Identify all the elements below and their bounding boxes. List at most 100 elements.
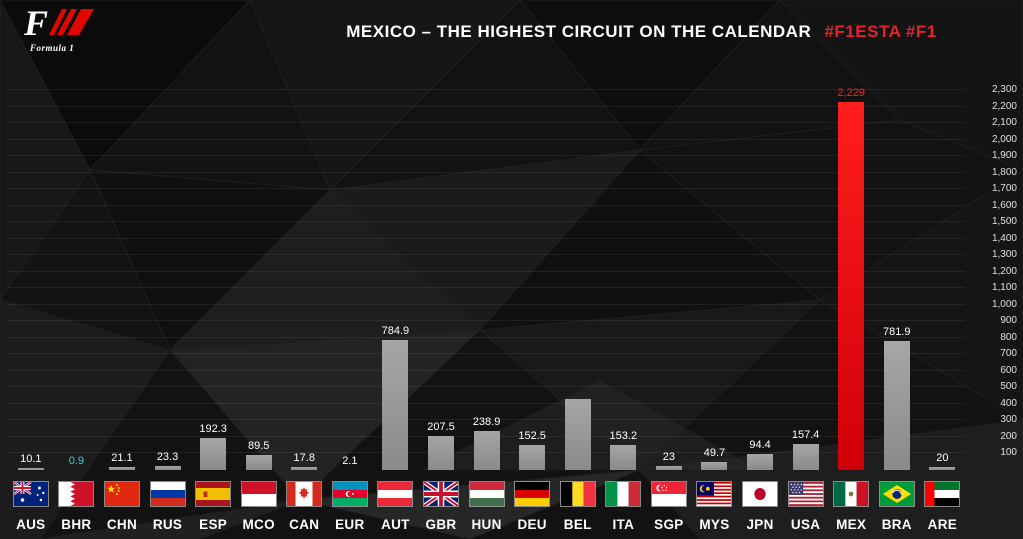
value-label-deu: 152.5 [518,429,546,442]
gridline [8,89,965,90]
country-code-deu: DEU [517,517,547,532]
can-flag-icon [286,481,323,507]
chn-flag-icon [103,481,140,507]
bar-bel [564,398,591,470]
country-code-rus: RUS [152,517,183,532]
codes-row: AUS BHR CHN RUS ESP MCO CAN EUR AUT GBR HUN DEU BEL I… [8,517,965,532]
bar-gbr [427,435,454,470]
country-code-ita: ITA [612,517,635,532]
chart-plot-area: 10.1 0.9 21.1 23.3 192.3 89.5 17.8 2.1 784.9 207.… [8,86,966,470]
gridline [8,171,965,173]
value-label-usa: 157.4 [791,429,820,441]
f1-logo-icon: F [23,3,94,43]
bar-column-gbr: 207.5 [418,90,464,470]
bar-column-chn: 21.1 [99,90,145,470]
jpn-flag-icon [742,481,779,507]
page-title: MEXICO – THE HIGHEST CIRCUIT ON THE CALE… [260,22,1023,42]
y-axis-tick: 1,800 [991,166,1017,178]
flag-jpn [737,481,783,507]
bar-column-sgp: 23 [646,90,692,470]
bar-deu [519,444,546,470]
gridline [8,369,965,371]
flag-deu [509,481,555,507]
bar-hun [473,430,500,470]
bar-are [929,466,956,470]
bar-usa [792,444,819,470]
gridline [8,155,965,157]
bar-mys [701,461,728,470]
y-axis-tick: 1,400 [991,232,1017,244]
y-axis-tick: 200 [1000,430,1017,442]
gridline [8,221,965,223]
mco-flag-icon [240,481,277,507]
country-code-eur: EUR [335,517,365,532]
y-axis-tick: 1,500 [991,216,1017,228]
country-code-bra: BRA [881,517,912,532]
y-axis-tick: 1,100 [991,282,1017,294]
flag-mex [828,481,874,507]
value-label-ita: 153.2 [609,429,638,442]
gridline [8,303,965,305]
mys-flag-icon [696,481,733,507]
flag-hun [464,481,510,507]
gridline [8,204,965,206]
bar-jpn [747,454,774,470]
y-axis-tick: 1,200 [991,265,1017,277]
bar-column-are: 20 [920,90,966,470]
gridline [8,320,965,322]
y-axis-tick: 1,900 [991,150,1017,162]
country-code-can: CAN [289,517,320,532]
flag-sgp [646,481,692,507]
value-label-chn: 21.1 [111,451,133,464]
eur-flag-icon [331,481,368,507]
title-text: MEXICO – THE HIGHEST CIRCUIT ON THE CALE… [346,22,812,41]
gridline [8,336,965,338]
bar-column-mex: 2,229 [828,86,874,470]
country-code-aut: AUT [381,517,410,532]
y-axis-tick: 2,300 [991,84,1017,95]
bar-mco [245,455,272,470]
gridline [8,270,965,272]
are-flag-icon [924,481,961,507]
value-label-rus: 23.3 [156,451,179,464]
f1-logo: F Formula 1 [23,3,108,53]
value-label-bra: 781.9 [883,325,911,338]
bar-column-mco: 89.5 [236,90,282,470]
country-code-aus: AUS [16,517,46,532]
flag-eur [327,481,373,507]
country-code-are: ARE [927,517,958,532]
y-axis-tick: 100 [1000,447,1017,459]
bar-column-can: 17.8 [281,90,327,470]
hashtags: #F1ESTA #F1 [824,22,937,41]
bar-column-usa: 157.4 [783,90,829,470]
aut-flag-icon [377,481,414,507]
country-code-mys: MYS [699,517,730,532]
y-axis-tick: 2,200 [991,100,1017,112]
y-axis-tick: 1,000 [991,298,1017,310]
value-label-mex: 2,229 [837,86,865,99]
gridline [8,353,965,355]
bar-sgp [655,466,682,470]
bel-flag-icon [559,481,596,507]
y-axis-tick: 600 [1000,364,1017,376]
gridline [8,386,965,388]
country-code-mco: MCO [242,517,275,532]
gridline [8,188,965,190]
bar-column-ita: 153.2 [601,90,647,470]
flag-gbr [418,481,464,507]
mex-flag-icon [833,481,870,507]
flag-bel [555,481,601,507]
flag-chn [99,481,145,507]
y-axis-tick: 2,000 [991,133,1017,145]
gridline [8,237,965,239]
country-code-gbr: GBR [425,517,457,532]
value-label-hun: 238.9 [472,415,501,428]
bar-mex [838,101,865,470]
f1-logo-tagline: Formula 1 [30,43,75,53]
bar-aut [382,340,409,470]
f1-logo-f: F [24,5,48,43]
bar-column-esp: 192.3 [190,90,236,470]
bar-column-aut: 784.9 [373,90,419,470]
bar-column-aus: 10.1 [8,90,54,470]
f1-logo-one-stripes [49,9,94,35]
